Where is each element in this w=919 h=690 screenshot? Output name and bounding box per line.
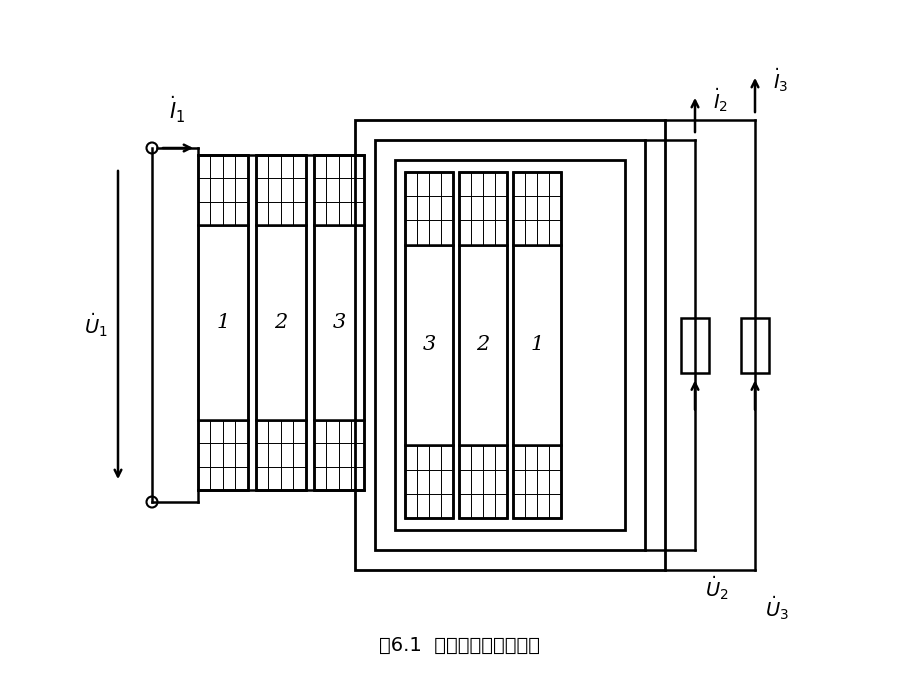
Text: 2: 2 [274, 313, 288, 332]
Bar [255, 226, 306, 420]
Bar [198, 420, 248, 490]
Bar [198, 155, 248, 226]
Bar [198, 155, 248, 490]
Bar [313, 420, 364, 490]
Text: 1: 1 [216, 313, 230, 332]
Text: $\dot{I}_3$: $\dot{I}_3$ [772, 66, 788, 94]
Bar [740, 317, 768, 373]
Bar [459, 245, 506, 445]
Bar [513, 445, 561, 518]
Text: $\dot{U}_2$: $\dot{U}_2$ [704, 574, 728, 602]
Bar [198, 226, 248, 420]
Bar [375, 140, 644, 550]
Text: 2: 2 [476, 335, 489, 355]
Bar [459, 172, 506, 518]
Bar [513, 245, 561, 445]
Text: $\dot{U}_3$: $\dot{U}_3$ [765, 594, 789, 622]
Bar [355, 120, 664, 570]
Bar [255, 155, 306, 226]
Bar [313, 155, 364, 226]
Circle shape [146, 497, 157, 508]
Text: 3: 3 [332, 313, 346, 332]
Bar [513, 172, 561, 245]
Bar [680, 317, 709, 373]
Bar [459, 172, 506, 245]
Bar [313, 155, 364, 490]
Bar [513, 172, 561, 518]
Bar [404, 245, 452, 445]
Bar [404, 172, 452, 245]
Bar [255, 420, 306, 490]
Text: $\dot{U}_1$: $\dot{U}_1$ [84, 311, 108, 339]
Text: 1: 1 [529, 335, 543, 355]
Text: 图6.1  三绕组变压器示意图: 图6.1 三绕组变压器示意图 [380, 635, 540, 655]
Bar [404, 445, 452, 518]
Bar [313, 226, 364, 420]
Circle shape [146, 143, 157, 153]
Text: $\dot{I}_2$: $\dot{I}_2$ [712, 86, 728, 114]
Bar [404, 172, 452, 518]
Text: 3: 3 [422, 335, 436, 355]
Bar [394, 160, 624, 530]
Text: $\dot{I}_1$: $\dot{I}_1$ [169, 95, 185, 125]
Bar [255, 155, 306, 490]
Bar [459, 445, 506, 518]
